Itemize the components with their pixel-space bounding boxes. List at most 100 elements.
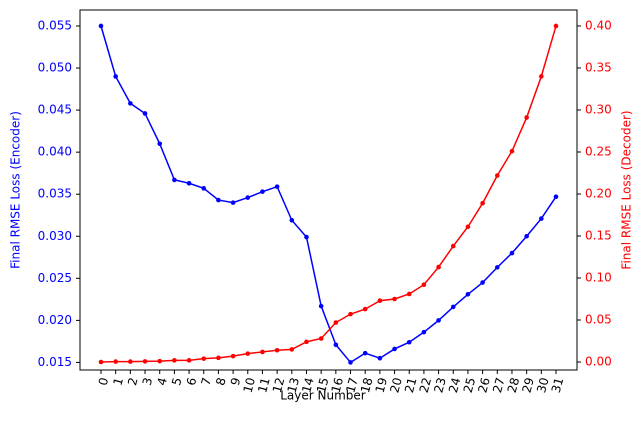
point [245,195,251,200]
y-tick-label: 0.050 [38,61,72,75]
point [128,359,133,364]
point [98,23,104,29]
point [465,224,471,230]
point [377,355,383,361]
point [509,250,515,256]
point [98,359,104,365]
point [157,358,163,364]
y-axis-label: Final RMSE Loss (Encoder) [9,111,23,269]
x-tick-label: 10 [241,376,258,394]
point [553,23,559,29]
x-tick-label: 30 [534,376,551,394]
point [348,311,353,317]
point [318,336,324,341]
x-tick-label: 21 [402,376,419,394]
x-tick-label: 9 [228,376,244,387]
point [480,280,485,285]
x-tick-label: 13 [285,376,302,394]
x-tick-label: 1 [110,376,126,387]
y2-tick-label: 0.40 [585,18,612,32]
point [436,264,441,270]
point [128,101,133,106]
x-tick-label: 18 [358,376,375,394]
y-tick-label: 0.045 [38,103,72,117]
point [216,355,221,361]
x-tick-label: 23 [431,376,448,394]
point [421,282,427,288]
point [157,141,163,147]
point [450,304,456,310]
point [113,74,118,79]
x-tick-label: 7 [199,376,215,387]
point [230,200,236,205]
y-tick-label: 0.040 [38,145,72,159]
y2-axis-label: Final RMSE Loss (Decoder) [620,110,634,269]
point [142,111,148,116]
point [260,189,265,194]
point [274,184,280,189]
point [260,349,265,355]
y2-tick-label: 0.25 [585,144,612,158]
x-tick-label: 29 [519,376,536,394]
point [216,197,221,203]
point [524,115,529,120]
point [524,233,529,239]
y-tick-label: 0.030 [38,229,72,243]
x-tick-label: 22 [417,376,434,394]
x-tick-label: 24 [446,376,463,394]
x-tick-label: 25 [461,376,478,394]
line [100,25,557,364]
point [406,291,412,297]
line [100,25,557,363]
y-tick-label: 0.025 [38,271,72,285]
x-tick-label: 31 [549,376,566,394]
y2-tick-label: 0.20 [585,186,612,200]
x-tick-label: 0 [96,376,112,387]
point [289,347,295,352]
x-tick-label: 28 [505,376,522,394]
x-tick-label: 27 [490,376,507,394]
y2-tick-label: 0.30 [585,102,612,116]
x-tick-label: 16 [329,376,346,394]
point [436,318,441,323]
x-tick-label: 11 [255,376,272,394]
point [362,306,368,312]
point [274,347,280,353]
point [201,186,207,191]
x-tick-label: 14 [299,376,316,394]
point [392,346,397,352]
x-tick-label: 5 [169,376,185,387]
x-tick-label: 8 [213,376,229,387]
y-tick-label: 0.015 [38,355,72,369]
x-tick-label: 12 [270,376,287,394]
point [142,359,148,364]
point [392,296,397,302]
y2-tick-label: 0.15 [585,228,612,242]
point [333,320,339,325]
point [377,298,383,303]
point [186,180,192,186]
point [553,194,559,200]
point [421,329,427,335]
y2-tick-label: 0.00 [585,355,612,369]
point [480,200,485,206]
point [509,148,515,154]
point [113,359,118,364]
y2-tick-label: 0.35 [585,60,612,74]
point [172,177,177,183]
point [362,350,368,356]
y-tick-label: 0.055 [38,18,72,32]
point [450,243,456,249]
point [304,234,309,240]
x-tick-label: 6 [184,376,200,387]
point [304,339,309,345]
point [230,353,236,359]
point [318,303,324,309]
point [333,342,339,348]
x-tick-label: 3 [140,376,156,387]
point [289,217,295,223]
y-tick-label: 0.020 [38,313,72,327]
y2-tick-label: 0.10 [585,271,612,285]
point [539,216,544,221]
